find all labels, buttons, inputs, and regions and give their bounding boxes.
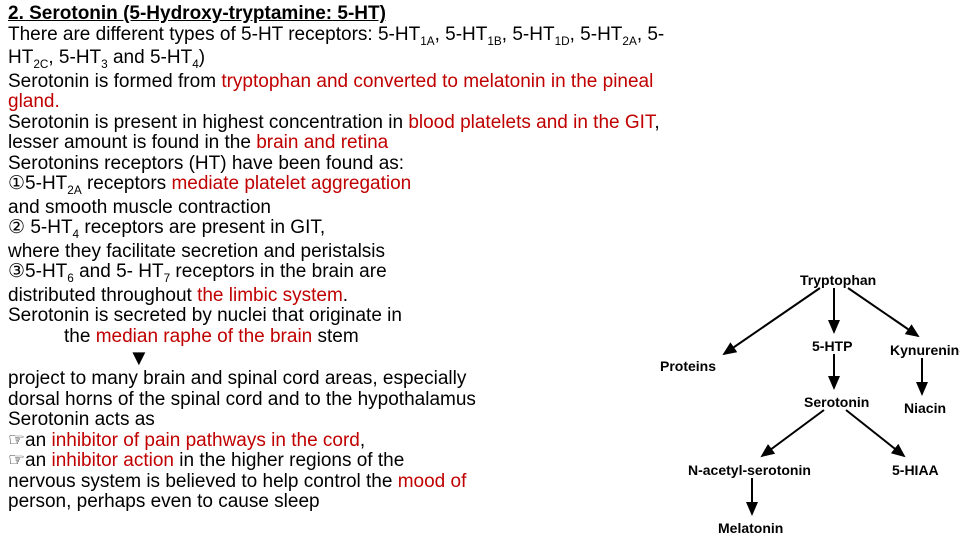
text: )	[199, 47, 205, 68]
highlight-text: blood platelets and in the GIT	[408, 112, 654, 133]
text: stem	[312, 326, 358, 347]
text-line: project to many brain and spinal cord ar…	[8, 369, 598, 390]
diagram-node-tryptophan: Tryptophan	[800, 272, 876, 288]
text: receptors in the brain are	[170, 261, 387, 282]
text: Serotonin is present in highest concentr…	[8, 112, 408, 133]
marker-circled-1: ①	[8, 173, 25, 194]
text-line: HT2C, 5-HT3 and 5-HT4)	[8, 48, 952, 72]
text: the	[64, 326, 96, 347]
diagram-node-serotonin: Serotonin	[804, 394, 869, 410]
text: in the higher regions of the	[174, 450, 404, 471]
text: , 5-HT	[48, 47, 101, 68]
diagram-node-nacetyl: N-acetyl-serotonin	[688, 462, 811, 478]
diagram-arrow	[846, 410, 904, 456]
text: an	[25, 450, 51, 471]
text: , 5-	[637, 24, 664, 45]
highlight-text: median raphe of the brain	[96, 326, 313, 347]
text-line: gland.	[8, 92, 952, 113]
subscript: 1D	[555, 34, 570, 47]
text-line: lesser amount is found in the brain and …	[8, 133, 952, 154]
text-line: person, perhaps even to cause sleep	[8, 492, 598, 513]
highlight-text: inhibitor of pain pathways in the cord	[51, 430, 359, 451]
diagram-node-proteins: Proteins	[660, 358, 716, 374]
text: 5-HT	[25, 261, 67, 282]
text: receptors	[82, 173, 172, 194]
text: nervous system is believed to help contr…	[8, 471, 398, 492]
text: receptors are present in GIT,	[79, 217, 325, 238]
text-line: Serotonin is present in highest concentr…	[8, 113, 952, 134]
text-line: Serotonin acts as	[8, 410, 598, 431]
text-line: ② 5-HT4 receptors are present in GIT,	[8, 218, 598, 242]
text: ,	[360, 430, 365, 451]
text-line: ③5-HT6 and 5- HT7 receptors in the brain…	[8, 262, 598, 286]
diagram-arrow	[724, 288, 820, 354]
text: 5-HT	[25, 217, 73, 238]
text: , 5-HT	[502, 24, 555, 45]
highlight-text: mood of	[398, 471, 467, 492]
marker-circled-3: ③	[8, 261, 25, 282]
text-line: Serotonins receptors (HT) have been foun…	[8, 154, 952, 175]
subscript: 1A	[420, 34, 434, 47]
text: and 5- HT	[74, 261, 164, 282]
pathway-diagram: TryptophanProteins5-HTPKynurenineSeroton…	[602, 272, 952, 532]
text-line: ①5-HT2A receptors mediate platelet aggre…	[8, 174, 952, 198]
highlight-text: brain and retina	[256, 132, 388, 153]
text: , 5-HT	[570, 24, 623, 45]
text: There are different types of 5-HT recept…	[8, 24, 420, 45]
text-line: ☞an inhibitor action in the higher regio…	[8, 451, 598, 472]
text: HT	[8, 47, 33, 68]
diagram-arrow	[848, 288, 918, 336]
highlight-text: the limbic system	[197, 285, 343, 306]
diagram-node-hiaa: 5-HIAA	[892, 462, 939, 478]
text: distributed throughout	[8, 285, 197, 306]
marker-circled-2: ②	[8, 217, 25, 238]
highlight-text: gland.	[8, 91, 60, 112]
down-arrow-icon: ▼	[128, 347, 148, 369]
highlight-text: inhibitor action	[51, 450, 174, 471]
text-line: nervous system is believed to help contr…	[8, 472, 598, 493]
text-line: There are different types of 5-HT recept…	[8, 25, 952, 49]
text: , 5-HT	[435, 24, 488, 45]
section-title: 2. Serotonin (5-Hydroxy-tryptamine: 5-HT…	[8, 4, 952, 25]
text-line: the median raphe of the brain stem	[8, 327, 598, 348]
subscript: 2A	[67, 184, 81, 197]
subscript: 1B	[487, 34, 501, 47]
highlight-text: mediate platelet aggregation	[171, 173, 411, 194]
diagram-arrows	[602, 272, 952, 532]
diagram-node-htp: 5-HTP	[812, 338, 852, 354]
diagram-node-niacin: Niacin	[904, 400, 946, 416]
hand-icon: ☞	[8, 450, 25, 471]
subscript: 2A	[622, 34, 636, 47]
text: ,	[654, 112, 659, 133]
highlight-text: tryptophan and converted to melatonin in…	[221, 71, 653, 92]
text-line: Serotonin is formed from tryptophan and …	[8, 72, 952, 93]
diagram-node-melatonin: Melatonin	[718, 520, 783, 536]
text-line: dorsal horns of the spinal cord and to t…	[8, 390, 598, 411]
diagram-node-kynurenine: Kynurenine	[890, 342, 960, 358]
diagram-arrow	[762, 410, 824, 456]
subscript: 2C	[33, 58, 48, 71]
text: an	[25, 430, 51, 451]
text-line: where they facilitate secretion and peri…	[8, 242, 598, 263]
text: .	[343, 285, 348, 306]
text: and 5-HT	[108, 47, 192, 68]
text-line: ☞an inhibitor of pain pathways in the co…	[8, 431, 598, 452]
text-line: Serotonin is secreted by nuclei that ori…	[8, 306, 598, 327]
text: lesser amount is found in the	[8, 132, 256, 153]
text: 5-HT	[25, 173, 67, 194]
hand-icon: ☞	[8, 430, 25, 451]
text: Serotonin is formed from	[8, 71, 221, 92]
text-line: and smooth muscle contraction	[8, 198, 952, 219]
text-line: distributed throughout the limbic system…	[8, 286, 598, 307]
